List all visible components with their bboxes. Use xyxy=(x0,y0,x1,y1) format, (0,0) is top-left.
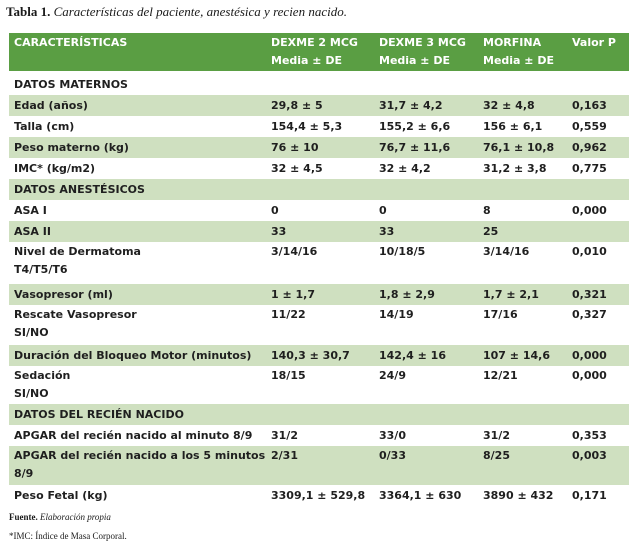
cell-morfina: 107 ± 14,6 xyxy=(483,349,550,362)
cell-valor-p: 0,000 xyxy=(572,204,607,217)
table-row: Talla (cm) 154,4 ± 5,3 155,2 ± 6,6 156 ±… xyxy=(9,116,629,137)
cell-morfina: 17/16 xyxy=(483,308,518,321)
row-label: Vasopresor (ml) xyxy=(14,288,113,301)
cell-valor-p: 0,353 xyxy=(572,429,607,442)
cell-dexme-2: 3309,1 ± 529,8 xyxy=(271,489,366,502)
cell-dexme-2: 3/14/16 xyxy=(271,245,318,258)
table-row: ASA I 0 0 8 0,000 xyxy=(9,200,629,221)
cell-dexme-3: 33 xyxy=(379,225,395,238)
row-label: ASA I xyxy=(14,204,47,217)
cell-dexme-3: 142,4 ± 16 xyxy=(379,349,446,362)
source-text: Elaboración propia xyxy=(40,512,111,522)
cell-valor-p: 0,010 xyxy=(572,245,607,258)
cell-valor-p: 0,321 xyxy=(572,288,607,301)
section-title: DATOS DEL RECIÉN NACIDO xyxy=(14,408,184,421)
table-row: Peso Fetal (kg) 3309,1 ± 529,8 3364,1 ± … xyxy=(9,485,629,506)
table-row: APGAR del recién nacido al minuto 8/9 31… xyxy=(9,425,629,446)
table-row: Edad (años) 29,8 ± 5 31,7 ± 4,2 32 ± 4,8… xyxy=(9,95,629,116)
cell-dexme-2: 11/22 xyxy=(271,308,306,321)
cell-dexme-2: 33 xyxy=(271,225,287,238)
caption-text: Características del paciente, anestésica… xyxy=(53,4,347,19)
cell-dexme-2: 32 ± 4,5 xyxy=(271,162,323,175)
cell-valor-p: 0,171 xyxy=(572,489,607,502)
cell-valor-p: 0,775 xyxy=(572,162,607,175)
caption-label: Tabla 1. xyxy=(6,4,51,19)
cell-morfina: 12/21 xyxy=(483,369,518,382)
section-row-anestesicos: DATOS ANESTÉSICOS xyxy=(9,179,629,200)
table-row: Vasopresor (ml) 1 ± 1,7 1,8 ± 2,9 1,7 ± … xyxy=(9,284,629,305)
table-caption: Tabla 1. Características del paciente, a… xyxy=(6,3,347,21)
imc-note: *IMC: Índice de Masa Corporal. xyxy=(9,531,127,541)
cell-dexme-2: 31/2 xyxy=(271,429,298,442)
cell-dexme-3: 3364,1 ± 630 xyxy=(379,489,462,502)
cell-dexme-2: 76 ± 10 xyxy=(271,141,319,154)
cell-morfina: 3890 ± 432 xyxy=(483,489,554,502)
cell-dexme-2: 0 xyxy=(271,204,279,217)
cell-valor-p: 0,003 xyxy=(572,449,607,462)
cell-valor-p: 0,559 xyxy=(572,120,607,133)
cell-morfina: 1,7 ± 2,1 xyxy=(483,288,539,301)
cell-morfina: 76,1 ± 10,8 xyxy=(483,141,555,154)
source-note: Fuente. Elaboración propia xyxy=(9,512,111,522)
cell-dexme-2: 29,8 ± 5 xyxy=(271,99,323,112)
cell-morfina: 3/14/16 xyxy=(483,245,530,258)
cell-dexme-2: 1 ± 1,7 xyxy=(271,288,316,301)
cell-morfina: 8 xyxy=(483,204,491,217)
cell-dexme-3: 155,2 ± 6,6 xyxy=(379,120,451,133)
table-row: Peso materno (kg) 76 ± 10 76,7 ± 11,6 76… xyxy=(9,137,629,158)
cell-dexme-3: 31,7 ± 4,2 xyxy=(379,99,443,112)
table-header-row: CARACTERÍSTICAS DEXME 2 MCG Media ± DE D… xyxy=(9,33,629,71)
cell-morfina: 156 ± 6,1 xyxy=(483,120,543,133)
cell-dexme-3: 10/18/5 xyxy=(379,245,426,258)
cell-dexme-3: 0 xyxy=(379,204,387,217)
source-label: Fuente. xyxy=(9,512,38,522)
table-row: IMC* (kg/m2) 32 ± 4,5 32 ± 4,2 31,2 ± 3,… xyxy=(9,158,629,179)
cell-valor-p: 0,000 xyxy=(572,349,607,362)
cell-valor-p: 0,962 xyxy=(572,141,607,154)
table-row: Nivel de Dermatoma T4/T5/T6 3/14/16 10/1… xyxy=(14,245,607,276)
row-label: Talla (cm) xyxy=(14,120,75,133)
row-label: Peso Fetal (kg) xyxy=(14,489,108,502)
table-row: Rescate Vasopresor SI/NO 11/22 14/19 17/… xyxy=(14,308,607,339)
row-label: ASA II xyxy=(14,225,51,238)
cell-morfina: 8/25 xyxy=(483,449,510,462)
table-row: Sedación SI/NO 18/15 24/9 12/21 0,000 xyxy=(14,369,607,400)
cell-morfina: 31/2 xyxy=(483,429,510,442)
cell-morfina: 31,2 ± 3,8 xyxy=(483,162,547,175)
table-row: APGAR del recién nacido a los 5 minutos … xyxy=(9,446,629,485)
section-row-recien-nacido: DATOS DEL RECIÉN NACIDO xyxy=(9,404,629,425)
table-row: Duración del Bloqueo Motor (minutos) 140… xyxy=(9,345,629,366)
row-label: Edad (años) xyxy=(14,99,88,112)
cell-dexme-3: 14/19 xyxy=(379,308,414,321)
cell-dexme-2: 2/31 xyxy=(271,449,298,462)
cell-dexme-3: 0/33 xyxy=(379,449,406,462)
section-title: DATOS MATERNOS xyxy=(14,77,128,91)
row-label: IMC* (kg/m2) xyxy=(14,162,96,175)
cell-dexme-2: 18/15 xyxy=(271,369,306,382)
cell-dexme-3: 32 ± 4,2 xyxy=(379,162,431,175)
cell-dexme-3: 24/9 xyxy=(379,369,406,382)
row-label: APGAR del recién nacido al minuto 8/9 xyxy=(14,429,253,442)
cell-dexme-2: 140,3 ± 30,7 xyxy=(271,349,350,362)
cell-dexme-2: 154,4 ± 5,3 xyxy=(271,120,343,133)
cell-dexme-3: 76,7 ± 11,6 xyxy=(379,141,451,154)
cell-dexme-3: 1,8 ± 2,9 xyxy=(379,288,435,301)
section-row-maternos: DATOS MATERNOS xyxy=(9,73,629,95)
cell-valor-p: 0,000 xyxy=(572,369,607,382)
cell-valor-p: 0,327 xyxy=(572,308,607,321)
section-title: DATOS ANESTÉSICOS xyxy=(14,183,145,196)
cell-dexme-3: 33/0 xyxy=(379,429,406,442)
row-label: Peso materno (kg) xyxy=(14,141,129,154)
table-row: ASA II 33 33 25 xyxy=(9,221,629,242)
cell-morfina: 25 xyxy=(483,225,499,238)
cell-valor-p: 0,163 xyxy=(572,99,607,112)
cell-morfina: 32 ± 4,8 xyxy=(483,99,535,112)
row-label: Duración del Bloqueo Motor (minutos) xyxy=(14,349,252,362)
